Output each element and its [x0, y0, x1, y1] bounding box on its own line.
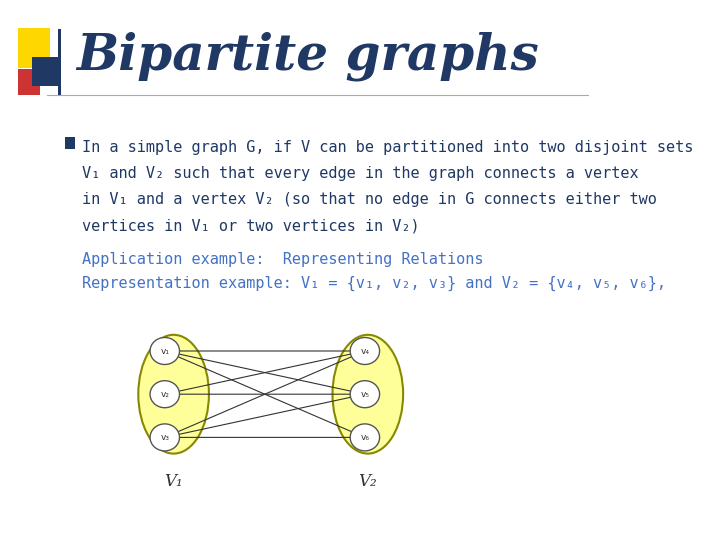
Text: v₃: v₃ — [161, 433, 169, 442]
FancyBboxPatch shape — [18, 69, 40, 94]
Text: V₂: V₂ — [359, 472, 377, 489]
FancyBboxPatch shape — [58, 29, 61, 94]
Circle shape — [150, 424, 179, 451]
Text: vertices in V₁ or two vertices in V₂): vertices in V₁ or two vertices in V₂) — [82, 218, 420, 233]
Ellipse shape — [138, 335, 209, 454]
Circle shape — [350, 424, 379, 451]
Ellipse shape — [333, 335, 403, 454]
Text: Application example:  Representing Relations: Application example: Representing Relati… — [82, 252, 484, 267]
FancyBboxPatch shape — [18, 28, 50, 68]
FancyBboxPatch shape — [65, 137, 76, 148]
Text: V₁: V₁ — [164, 472, 183, 489]
Circle shape — [150, 338, 179, 364]
Text: V₁ and V₂ such that every edge in the graph connects a vertex: V₁ and V₂ such that every edge in the gr… — [82, 166, 639, 181]
Text: v₅: v₅ — [361, 390, 369, 399]
Text: v₁: v₁ — [161, 347, 169, 355]
Text: Bipartite graphs: Bipartite graphs — [76, 32, 539, 82]
Text: Representation example: V₁ = {v₁, v₂, v₃} and V₂ = {v₄, v₅, v₆},: Representation example: V₁ = {v₁, v₂, v₃… — [82, 275, 667, 291]
FancyBboxPatch shape — [32, 57, 60, 86]
Text: v₆: v₆ — [361, 433, 369, 442]
Circle shape — [150, 381, 179, 408]
Text: v₄: v₄ — [361, 347, 369, 355]
Text: In a simple graph G, if V can be partitioned into two disjoint sets: In a simple graph G, if V can be partiti… — [82, 140, 694, 156]
Text: v₂: v₂ — [161, 390, 169, 399]
Text: in V₁ and a vertex V₂ (so that no edge in G connects either two: in V₁ and a vertex V₂ (so that no edge i… — [82, 192, 657, 207]
Circle shape — [350, 381, 379, 408]
Circle shape — [350, 338, 379, 364]
